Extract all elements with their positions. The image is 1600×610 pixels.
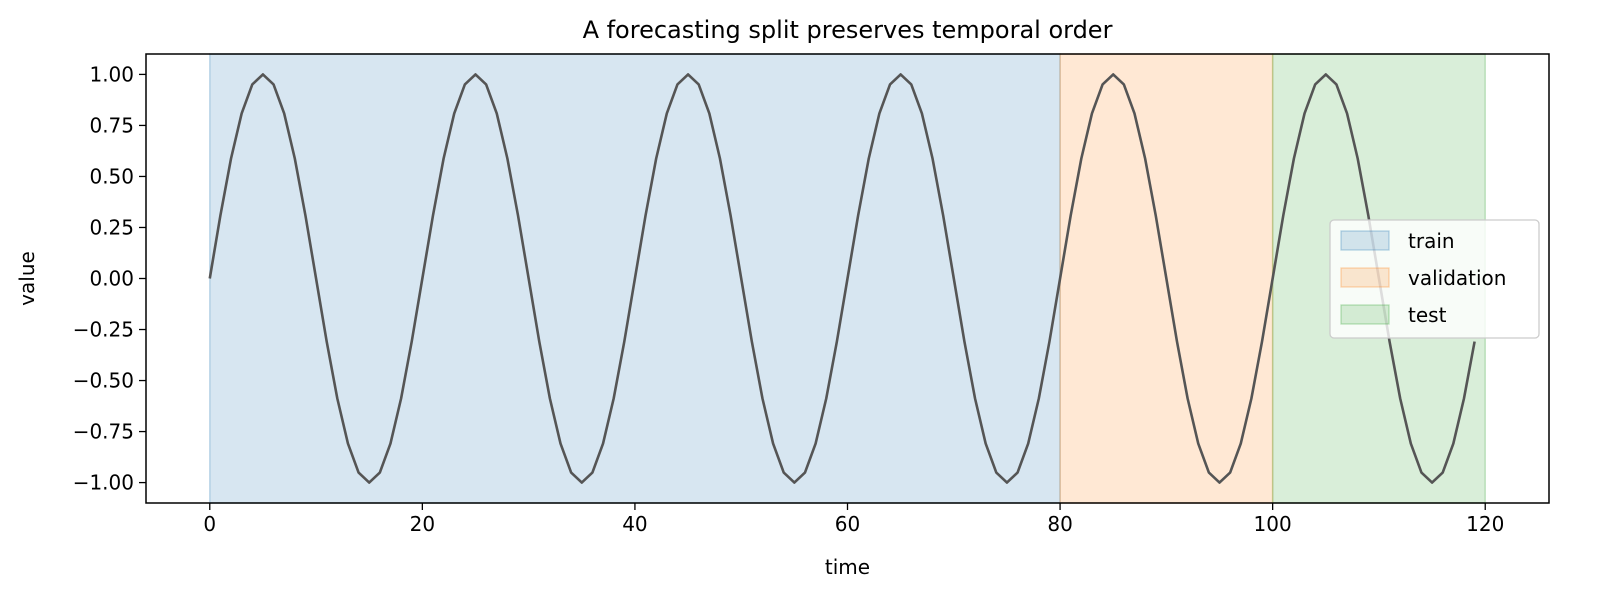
y-tick-label: 0.00 (89, 267, 134, 291)
x-tick-label: 60 (835, 512, 860, 536)
series-line (208, 73, 1476, 484)
x-axis-label: time (825, 555, 870, 579)
legend-label-test: test (1408, 303, 1447, 327)
x-axis: 0 20 40 60 80 100 120 (203, 503, 1504, 536)
y-tick-label: −0.75 (73, 420, 134, 444)
y-tick-label: 1.00 (89, 62, 134, 86)
y-tick-label: 0.25 (89, 215, 134, 239)
y-axis-label: value (15, 251, 39, 306)
x-tick-label: 100 (1254, 512, 1292, 536)
legend-swatch-test (1340, 304, 1390, 325)
y-tick-label: 0.50 (89, 164, 134, 188)
legend-swatch-validation (1340, 267, 1390, 288)
legend-label-train: train (1408, 229, 1455, 253)
legend: train validation test (1329, 219, 1540, 339)
x-tick-label: 0 (203, 512, 216, 536)
x-tick-label: 120 (1466, 512, 1504, 536)
x-tick-label: 40 (622, 512, 647, 536)
y-tick-label: −1.00 (73, 471, 134, 495)
y-tick-label: −0.50 (73, 369, 134, 393)
y-tick-label: −0.25 (73, 318, 134, 342)
legend-swatch-train (1340, 230, 1390, 251)
x-tick-label: 20 (410, 512, 435, 536)
y-axis: 1.00 0.75 0.50 0.25 0.00 −0.25 −0.50 −0.75 −1.00 (73, 62, 146, 495)
legend-label-validation: validation (1408, 266, 1506, 290)
legend-box (1329, 219, 1540, 339)
x-tick-label: 80 (1047, 512, 1072, 536)
y-tick-label: 0.75 (89, 113, 134, 137)
chart-title: A forecasting split preserves temporal o… (583, 16, 1113, 44)
series-lines (208, 73, 1476, 484)
